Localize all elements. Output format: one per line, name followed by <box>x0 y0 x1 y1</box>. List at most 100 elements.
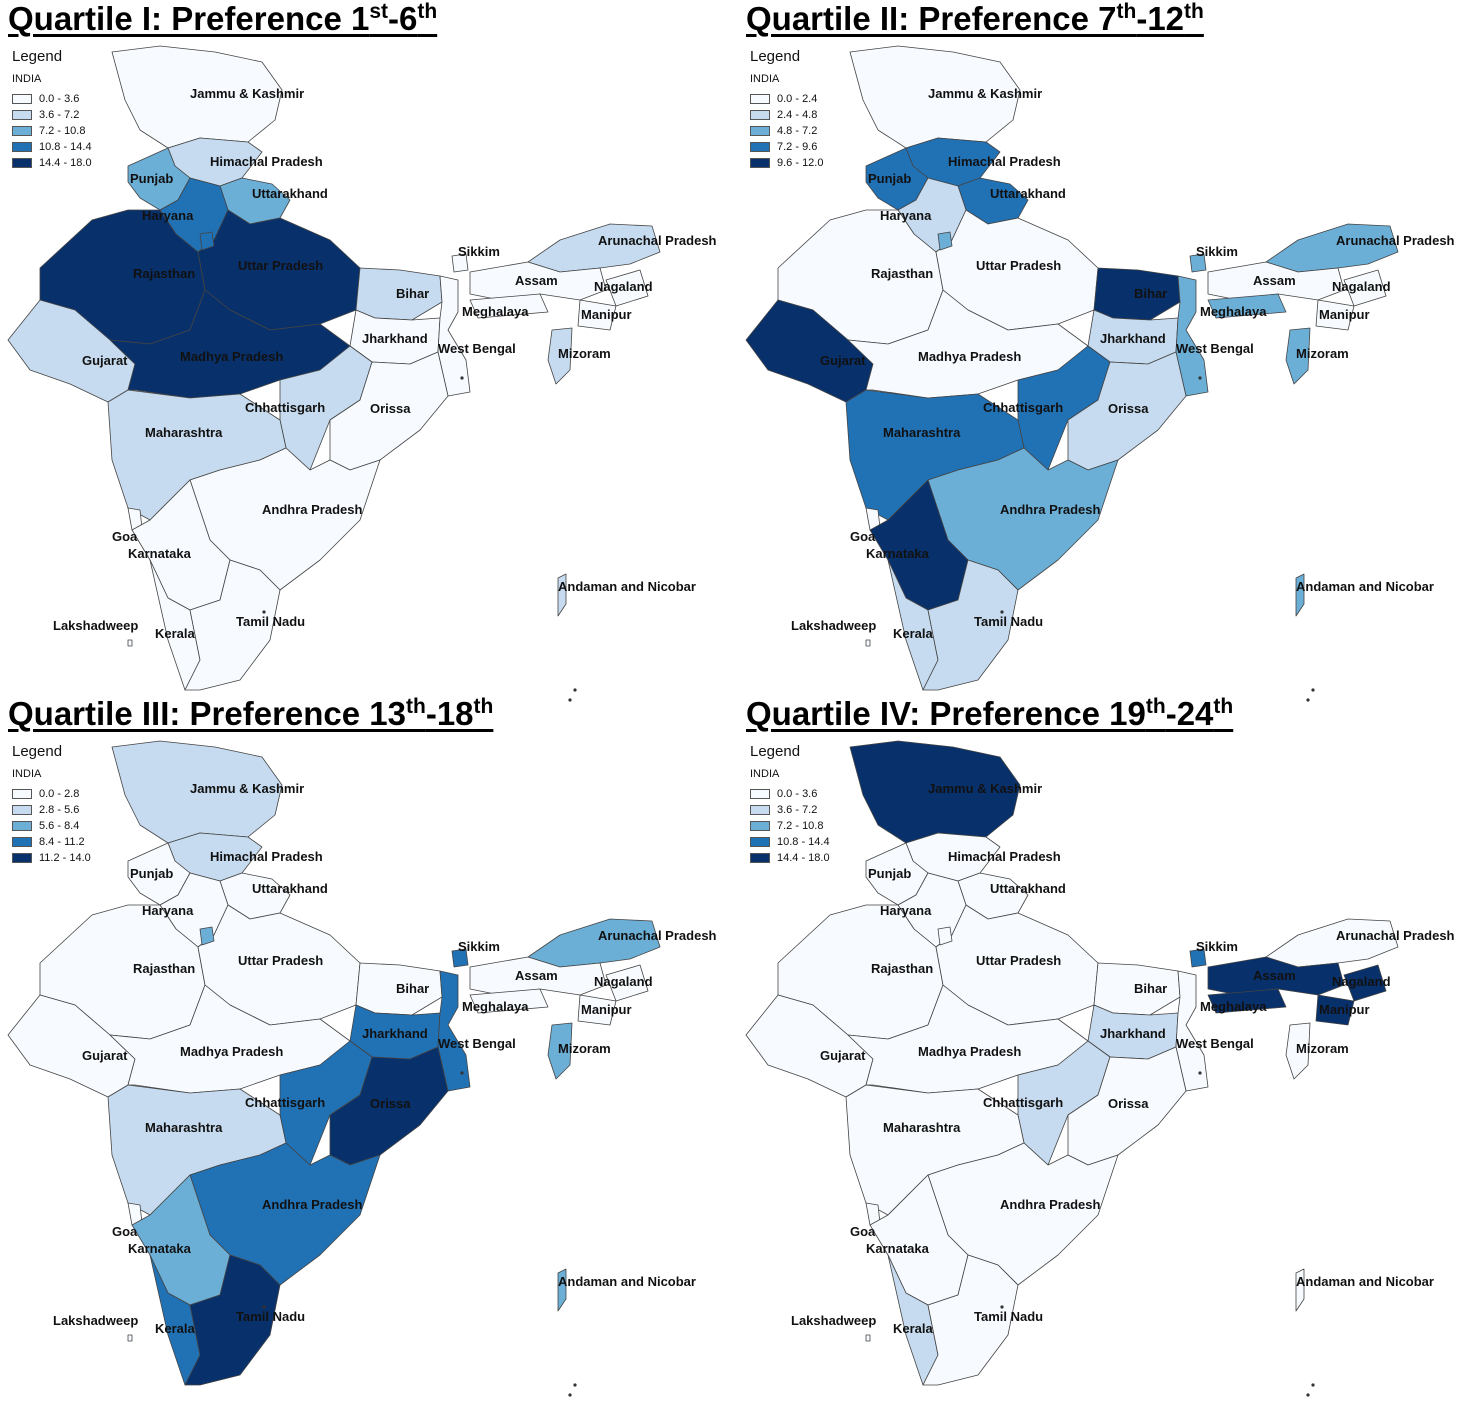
state-label-ar: Arunachal Pradesh <box>1336 233 1455 248</box>
legend-swatch <box>750 805 770 815</box>
state-region-dl <box>937 926 953 946</box>
state-label-or: Orissa <box>1108 1096 1149 1111</box>
state-region-nl <box>1343 269 1387 307</box>
state-region-as <box>469 261 607 301</box>
state-label-up: Uttar Pradesh <box>238 953 323 968</box>
state-region-nl <box>605 964 649 1002</box>
state-label-mh: Maharashtra <box>883 1120 961 1135</box>
title-superscript: th <box>417 0 438 23</box>
legend-row: 5.6 - 8.4 <box>12 818 91 834</box>
state-label-mn: Manipur <box>1319 1002 1370 1017</box>
state-label-tn: Tamil Nadu <box>974 614 1043 629</box>
legend-title: Legend <box>750 743 801 760</box>
legend-swatch <box>12 837 32 847</box>
state-label-rj: Rajasthan <box>871 961 933 976</box>
legend-row: 7.2 - 9.6 <box>750 139 823 155</box>
state-label-ar: Arunachal Pradesh <box>1336 928 1455 943</box>
legend-swatch <box>12 821 32 831</box>
state-label-mn: Manipur <box>1319 307 1370 322</box>
state-label-nl: Nagaland <box>594 974 653 989</box>
state-label-ld: Lakshadweep <box>53 1313 138 1328</box>
state-label-as: Assam <box>515 273 558 288</box>
state-label-ga: Goa <box>112 529 138 544</box>
state-label-uk: Uttarakhand <box>990 881 1066 896</box>
state-label-br: Bihar <box>396 286 429 301</box>
state-label-sk: Sikkim <box>458 939 500 954</box>
state-label-hp: Himachal Pradesh <box>210 154 323 169</box>
island-dot <box>1198 376 1202 380</box>
state-region-sk <box>1189 948 1207 968</box>
state-region-ld <box>865 1334 871 1342</box>
state-label-hp: Himachal Pradesh <box>948 849 1061 864</box>
state-label-mn: Manipur <box>581 307 632 322</box>
state-label-an: Andaman and Nicobar <box>558 1274 696 1289</box>
state-label-kl: Kerala <box>155 626 196 641</box>
legend-swatch <box>12 110 32 120</box>
panel-title: Quartile I: Preference 1st-6th <box>8 0 437 38</box>
state-region-dl <box>199 926 215 946</box>
legend-swatch <box>750 789 770 799</box>
legend-swatch <box>750 142 770 152</box>
island-dot <box>1311 688 1315 692</box>
legend-swatch <box>750 837 770 847</box>
state-region-mz <box>1285 1022 1311 1080</box>
state-label-wb: West Bengal <box>438 1036 516 1051</box>
state-label-or: Orissa <box>370 1096 411 1111</box>
state-label-up: Uttar Pradesh <box>976 953 1061 968</box>
state-label-tn: Tamil Nadu <box>236 1309 305 1324</box>
legend-title: Legend <box>12 48 63 65</box>
state-label-gj: Gujarat <box>820 1048 866 1063</box>
state-label-ka: Karnataka <box>128 546 192 561</box>
state-label-nl: Nagaland <box>594 279 653 294</box>
state-label-pb: Punjab <box>130 866 173 881</box>
state-region-jk <box>111 740 283 844</box>
legend-range-label: 8.4 - 11.2 <box>39 836 85 848</box>
panel-quartile-4: Jammu & Kashmir Himachal Pradesh Punjab Utt… <box>738 695 1464 1405</box>
state-label-jh: Jharkhand <box>362 1026 428 1041</box>
legend-row: 10.8 - 14.4 <box>750 834 830 850</box>
legend-row: 10.8 - 14.4 <box>12 139 92 155</box>
state-label-wb: West Bengal <box>438 341 516 356</box>
title-text: -6 <box>388 0 418 37</box>
island-dot <box>568 1393 572 1397</box>
state-region-mn <box>1315 994 1355 1026</box>
state-label-as: Assam <box>1253 273 1296 288</box>
state-region-nl <box>605 269 649 307</box>
legend-range-label: 10.8 - 14.4 <box>39 141 92 153</box>
state-label-hp: Himachal Pradesh <box>210 849 323 864</box>
state-region-ld <box>127 639 133 647</box>
legend-range-label: 11.2 - 14.0 <box>39 852 91 864</box>
state-label-an: Andaman and Nicobar <box>558 579 696 594</box>
state-label-br: Bihar <box>1134 981 1167 996</box>
state-label-kl: Kerala <box>893 626 934 641</box>
state-region-as <box>1207 261 1345 301</box>
state-label-kl: Kerala <box>893 1321 934 1336</box>
state-label-mz: Mizoram <box>558 1041 611 1056</box>
legend-range-label: 14.4 - 18.0 <box>39 157 92 169</box>
island-dot <box>1306 698 1310 702</box>
legend-subtitle: INDIA <box>12 73 42 85</box>
state-label-jk: Jammu & Kashmir <box>928 781 1042 796</box>
island-dot <box>460 376 464 380</box>
state-region-sk <box>451 253 469 273</box>
state-label-jk: Jammu & Kashmir <box>190 86 304 101</box>
state-label-mp: Madhya Pradesh <box>180 349 283 364</box>
state-label-ar: Arunachal Pradesh <box>598 928 717 943</box>
state-label-mh: Maharashtra <box>145 425 223 440</box>
state-label-mp: Madhya Pradesh <box>918 1044 1021 1059</box>
panel-quartile-1: Jammu & Kashmir Himachal Pradesh Punjab Utt… <box>0 0 732 710</box>
legend-subtitle: INDIA <box>12 768 42 780</box>
legend-range-label: 2.8 - 5.6 <box>39 804 80 816</box>
island-dot <box>573 1383 577 1387</box>
map-legend: Legend INDIA 0.0 - 3.6 3.6 - 7.2 7.2 - 10.8 1… <box>12 48 92 171</box>
legend-range-label: 2.4 - 4.8 <box>777 109 818 121</box>
state-label-nl: Nagaland <box>1332 279 1391 294</box>
legend-row: 3.6 - 7.2 <box>750 802 830 818</box>
panel-title: Quartile II: Preference 7th-12th <box>746 0 1204 38</box>
title-text: -18 <box>425 695 474 732</box>
state-label-pb: Punjab <box>868 171 911 186</box>
legend-subtitle: INDIA <box>750 768 780 780</box>
legend-range-label: 5.6 - 8.4 <box>39 820 80 832</box>
state-region-an <box>1295 573 1305 617</box>
panel-title: Quartile IV: Preference 19th-24th <box>746 695 1233 733</box>
